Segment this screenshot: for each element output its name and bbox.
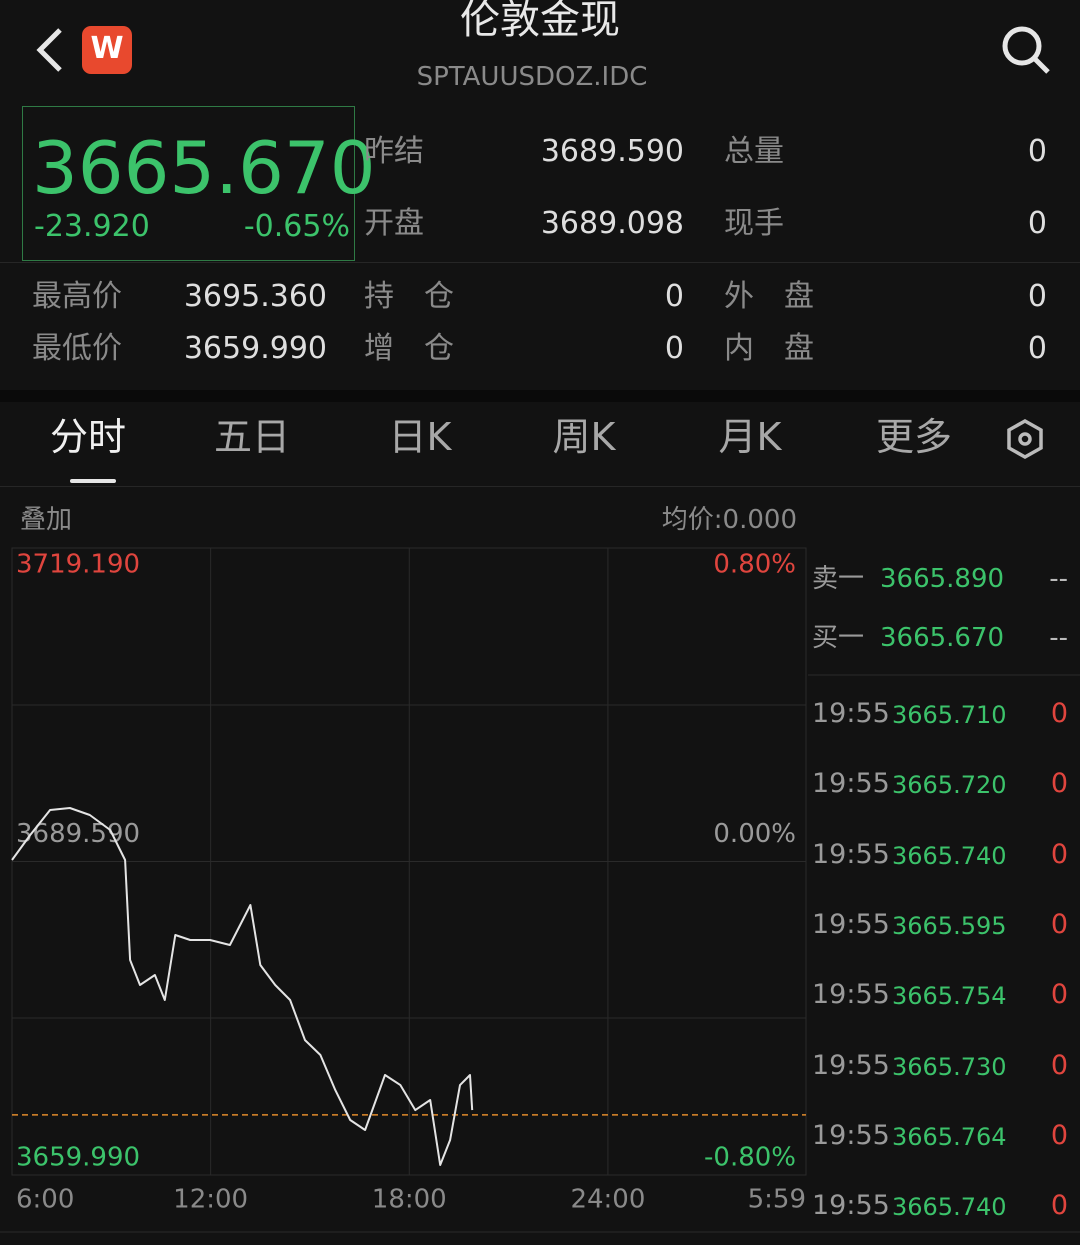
stat-label: 最高价	[32, 279, 122, 314]
stat-value: 0	[1027, 331, 1047, 366]
tab[interactable]: 月K	[718, 415, 782, 459]
price-change-pct: -0.65%	[243, 209, 350, 244]
trade-price: 3665.740	[892, 1193, 1007, 1222]
trade-time: 19:55	[812, 698, 890, 729]
stat-label: 最低价	[32, 331, 122, 366]
stat-label: 外 盘	[724, 279, 814, 314]
back-arrow[interactable]	[36, 28, 62, 72]
trade-time: 19:55	[812, 979, 890, 1011]
divider	[0, 486, 1080, 487]
x-tick-label: 12:00	[173, 1185, 248, 1215]
quote-box	[22, 106, 355, 261]
tab[interactable]: 分时	[49, 415, 126, 459]
trade-volume: 0	[1050, 979, 1068, 1011]
order-volume: --	[1049, 564, 1068, 594]
stat-value: 3659.990	[183, 331, 327, 366]
tab[interactable]: 周K	[552, 415, 616, 459]
trade-time: 19:55	[812, 1049, 890, 1081]
active-tab-indicator	[70, 479, 116, 483]
y-tick-label: 3719.190	[16, 550, 140, 580]
x-tick-label: 18:00	[372, 1185, 447, 1215]
order-volume: --	[1049, 623, 1068, 653]
stat-value: 0	[1027, 134, 1047, 169]
trade-price: 3665.740	[892, 841, 1007, 870]
logo-letter: W	[90, 31, 123, 66]
trade-price: 3665.754	[892, 982, 1007, 1011]
last-price: 3665.670	[32, 126, 376, 210]
nav-icons[interactable]: W	[30, 24, 140, 76]
trade-price: 3665.764	[892, 1122, 1007, 1151]
y-tick-label: 3659.990	[16, 1143, 140, 1173]
x-tick-label: 6:00	[16, 1185, 74, 1215]
order-label: 卖一	[812, 564, 865, 594]
stat-label: 开盘	[364, 206, 424, 241]
stat-value: 3695.360	[183, 279, 327, 314]
price-change: -23.920	[34, 209, 150, 244]
price-line	[11, 807, 474, 1166]
y2-tick-label: 0.80%	[713, 550, 796, 580]
trade-volume: 0	[1050, 1049, 1068, 1081]
stat-value: 0	[1027, 206, 1047, 241]
page-title: 伦敦金现	[460, 0, 620, 43]
stat-value: 0	[1027, 279, 1047, 314]
search-icon[interactable]	[998, 22, 1054, 78]
stat-value: 3689.098	[540, 206, 684, 241]
trade-time: 19:55	[812, 768, 890, 800]
y-tick-label: 3689.590	[16, 819, 140, 849]
trade-volume: 0	[1050, 698, 1068, 729]
overlay-button[interactable]: 叠加	[20, 505, 73, 535]
trade-volume: 0	[1050, 838, 1068, 870]
stat-label: 昨结	[364, 134, 424, 169]
trade-price: 3665.720	[892, 771, 1007, 800]
trade-time: 19:55	[812, 908, 890, 940]
trade-price: 3665.595	[892, 911, 1007, 940]
order-price: 3665.670	[880, 623, 1005, 653]
page-subtitle: SPTAUUSDOZ.IDC	[416, 62, 648, 92]
tab[interactable]: 五日	[213, 415, 290, 459]
tab[interactable]: 日K	[388, 415, 452, 459]
order-price: 3665.890	[880, 564, 1005, 594]
trade-price: 3665.710	[892, 701, 1007, 729]
average-price: 均价:0.000	[661, 505, 797, 535]
stat-label: 持 仓	[364, 279, 454, 314]
stat-value: 0	[664, 279, 684, 314]
x-tick-label: 24:00	[570, 1185, 645, 1215]
x-tick-label: 5:59	[748, 1185, 806, 1215]
stat-label: 增 仓	[364, 331, 454, 366]
stat-label: 现手	[724, 206, 784, 241]
stat-value: 0	[664, 331, 684, 366]
stat-value: 3689.590	[540, 134, 684, 169]
trade-time: 19:55	[812, 838, 890, 870]
settings-icon[interactable]	[1004, 418, 1046, 460]
order-label: 买一	[812, 623, 865, 653]
tab[interactable]: 更多	[875, 415, 952, 459]
divider	[0, 262, 1080, 263]
trade-volume: 0	[1050, 768, 1068, 800]
trade-price: 3665.730	[892, 1052, 1007, 1081]
trade-time: 19:55	[812, 1190, 890, 1222]
trade-volume: 0	[1050, 1190, 1068, 1222]
stat-label: 总量	[724, 134, 784, 169]
trade-volume: 0	[1050, 908, 1068, 940]
trade-time: 19:55	[812, 1119, 890, 1151]
y2-tick-label: 0.00%	[713, 819, 796, 849]
trade-volume: 0	[1050, 1119, 1068, 1151]
section-gap	[0, 390, 1080, 402]
stat-label: 内 盘	[724, 331, 814, 366]
y2-tick-label: -0.80%	[704, 1143, 796, 1173]
logo	[82, 26, 132, 74]
